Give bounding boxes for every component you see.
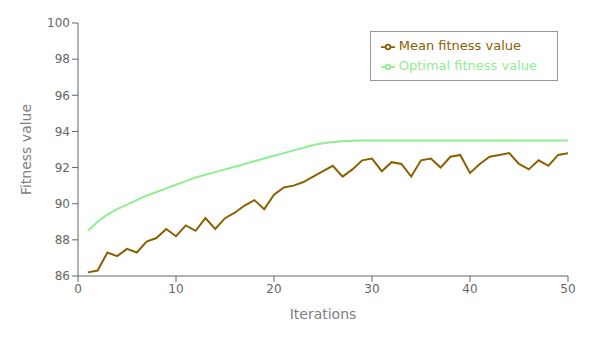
html-text:Optimal fitness value: Optimal fitness value [398,58,537,73]
svg-text:20: 20 [266,282,281,296]
svg-text:10: 10 [168,282,183,296]
svg-text:Iterations: Iterations [290,306,357,322]
svg-text:86: 86 [55,269,70,283]
svg-text:92: 92 [55,161,70,175]
html-text:Mean fitness value: Mean fitness value [398,38,521,53]
svg-text:30: 30 [364,282,379,296]
svg-text:98: 98 [55,52,70,66]
svg-text:0: 0 [74,282,82,296]
svg-text:50: 50 [560,282,575,296]
svg-text:90: 90 [55,197,70,211]
svg-text:94: 94 [55,125,70,139]
svg-text:40: 40 [462,282,477,296]
svg-text:100: 100 [47,16,70,30]
svg-text:88: 88 [55,233,70,247]
svg-text:Fitness value: Fitness value [18,104,34,195]
svg-text:96: 96 [55,89,70,103]
